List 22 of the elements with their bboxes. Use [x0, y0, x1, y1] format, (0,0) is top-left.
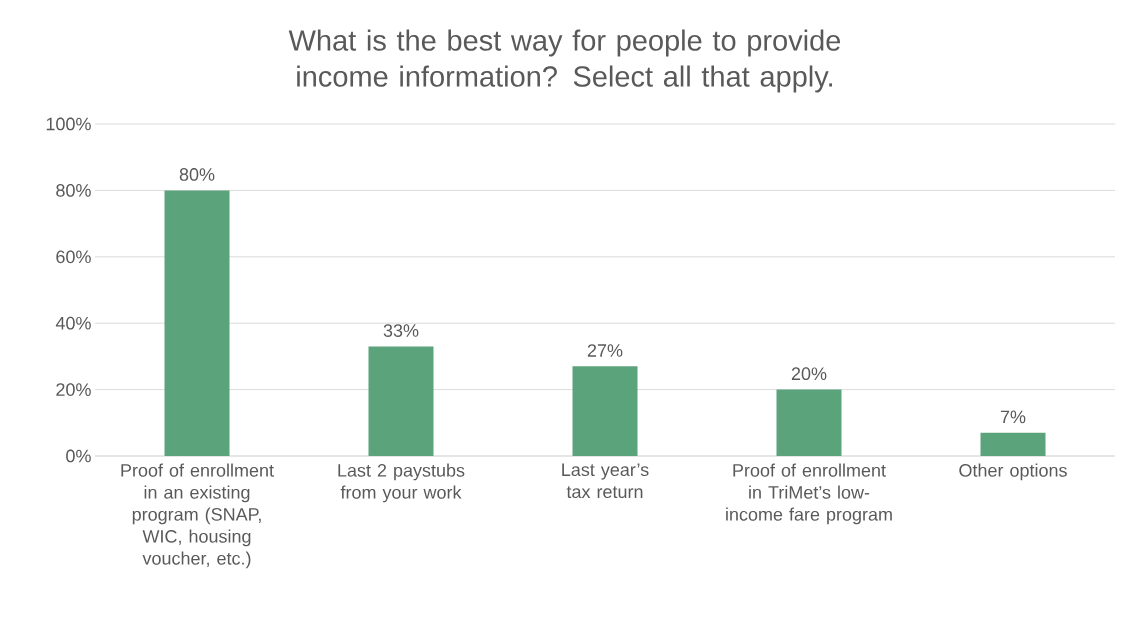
- y-tick-label: 0%: [66, 449, 91, 463]
- bar: [776, 389, 842, 456]
- x-tick-label: Last year’s tax return: [562, 463, 649, 499]
- x-tick-label: Proof of enrollment in an existing program (SNAP, WIC, housing voucher, etc.): [121, 463, 274, 569]
- y-tick-label: 40%: [55, 316, 91, 330]
- x-tick-label: Last 2 paystubs from your work: [338, 463, 465, 503]
- data-label: 27%: [587, 344, 623, 357]
- bar: [164, 190, 230, 456]
- data-label: 80%: [179, 168, 215, 181]
- bar: [980, 432, 1046, 456]
- y-tick-label: 60%: [56, 250, 91, 264]
- x-tick-label: Other options: [959, 463, 1067, 481]
- data-label: 7%: [1000, 410, 1026, 424]
- x-tick-label: Proof of enrollment in TriMet’s low-income fare program: [726, 463, 892, 525]
- y-tick-label: 20%: [56, 383, 91, 396]
- data-label: 33%: [383, 324, 419, 337]
- y-tick-label: 100%: [46, 117, 91, 131]
- y-tick-label: 80%: [56, 184, 91, 197]
- data-label: 20%: [791, 367, 827, 381]
- bar: [572, 366, 638, 456]
- bar: [368, 346, 434, 456]
- chart-title: What is the best way for people to provide income information? Select all that apply.: [288, 29, 841, 93]
